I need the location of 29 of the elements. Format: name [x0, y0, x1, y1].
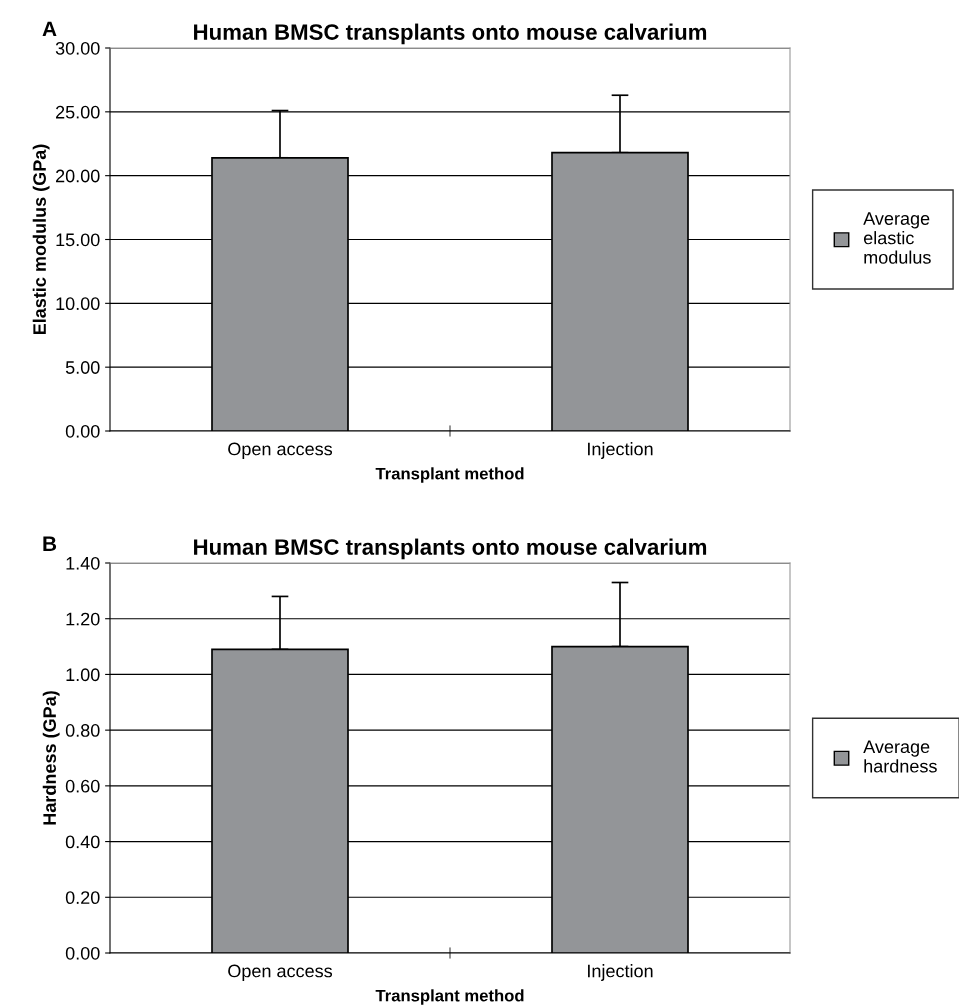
chart-title: Human BMSC transplants onto mouse calvarium: [194, 538, 707, 560]
y-axis-title: Elastic modulus (GPa): [32, 144, 50, 335]
y-tick-label: 20.00: [56, 169, 100, 183]
y-tick-label: 0.60: [65, 779, 100, 793]
y-tick-label: 0.00: [65, 424, 100, 438]
y-tick-label: 0.40: [65, 835, 100, 849]
legend-label: Average elastic modulus: [863, 212, 931, 264]
y-tick-label: 0.80: [65, 724, 100, 737]
y-tick-label: 1.20: [66, 612, 100, 626]
text: A: [42, 21, 57, 37]
x-tick-label: Open access: [228, 964, 333, 981]
x-axis-title: Transplant method: [375, 467, 524, 483]
y-tick-label: 30.00: [55, 41, 100, 55]
chart-title: Human BMSC transplants onto mouse calvarium: [194, 23, 707, 45]
y-tick-label: 0.00: [65, 946, 100, 960]
y-tick-label: 1.00: [66, 668, 100, 682]
x-tick-label: Injection: [588, 442, 653, 459]
x-axis-title: Transplant method: [375, 989, 524, 1005]
y-tick-label: 15.00: [56, 233, 100, 247]
text: B: [43, 536, 57, 551]
legend-label: Average hardness: [863, 740, 937, 773]
y-axis-title: Hardness (GPa): [42, 691, 60, 825]
y-tick-label: 1.40: [66, 556, 100, 570]
y-tick-label: 0.20: [65, 891, 100, 905]
y-tick-label: 10.00: [56, 297, 100, 311]
x-tick-label: Injection: [588, 964, 653, 981]
y-tick-label: 5.00: [65, 361, 100, 374]
y-tick-label: 25.00: [56, 105, 100, 119]
x-tick-label: Open access: [228, 442, 333, 459]
